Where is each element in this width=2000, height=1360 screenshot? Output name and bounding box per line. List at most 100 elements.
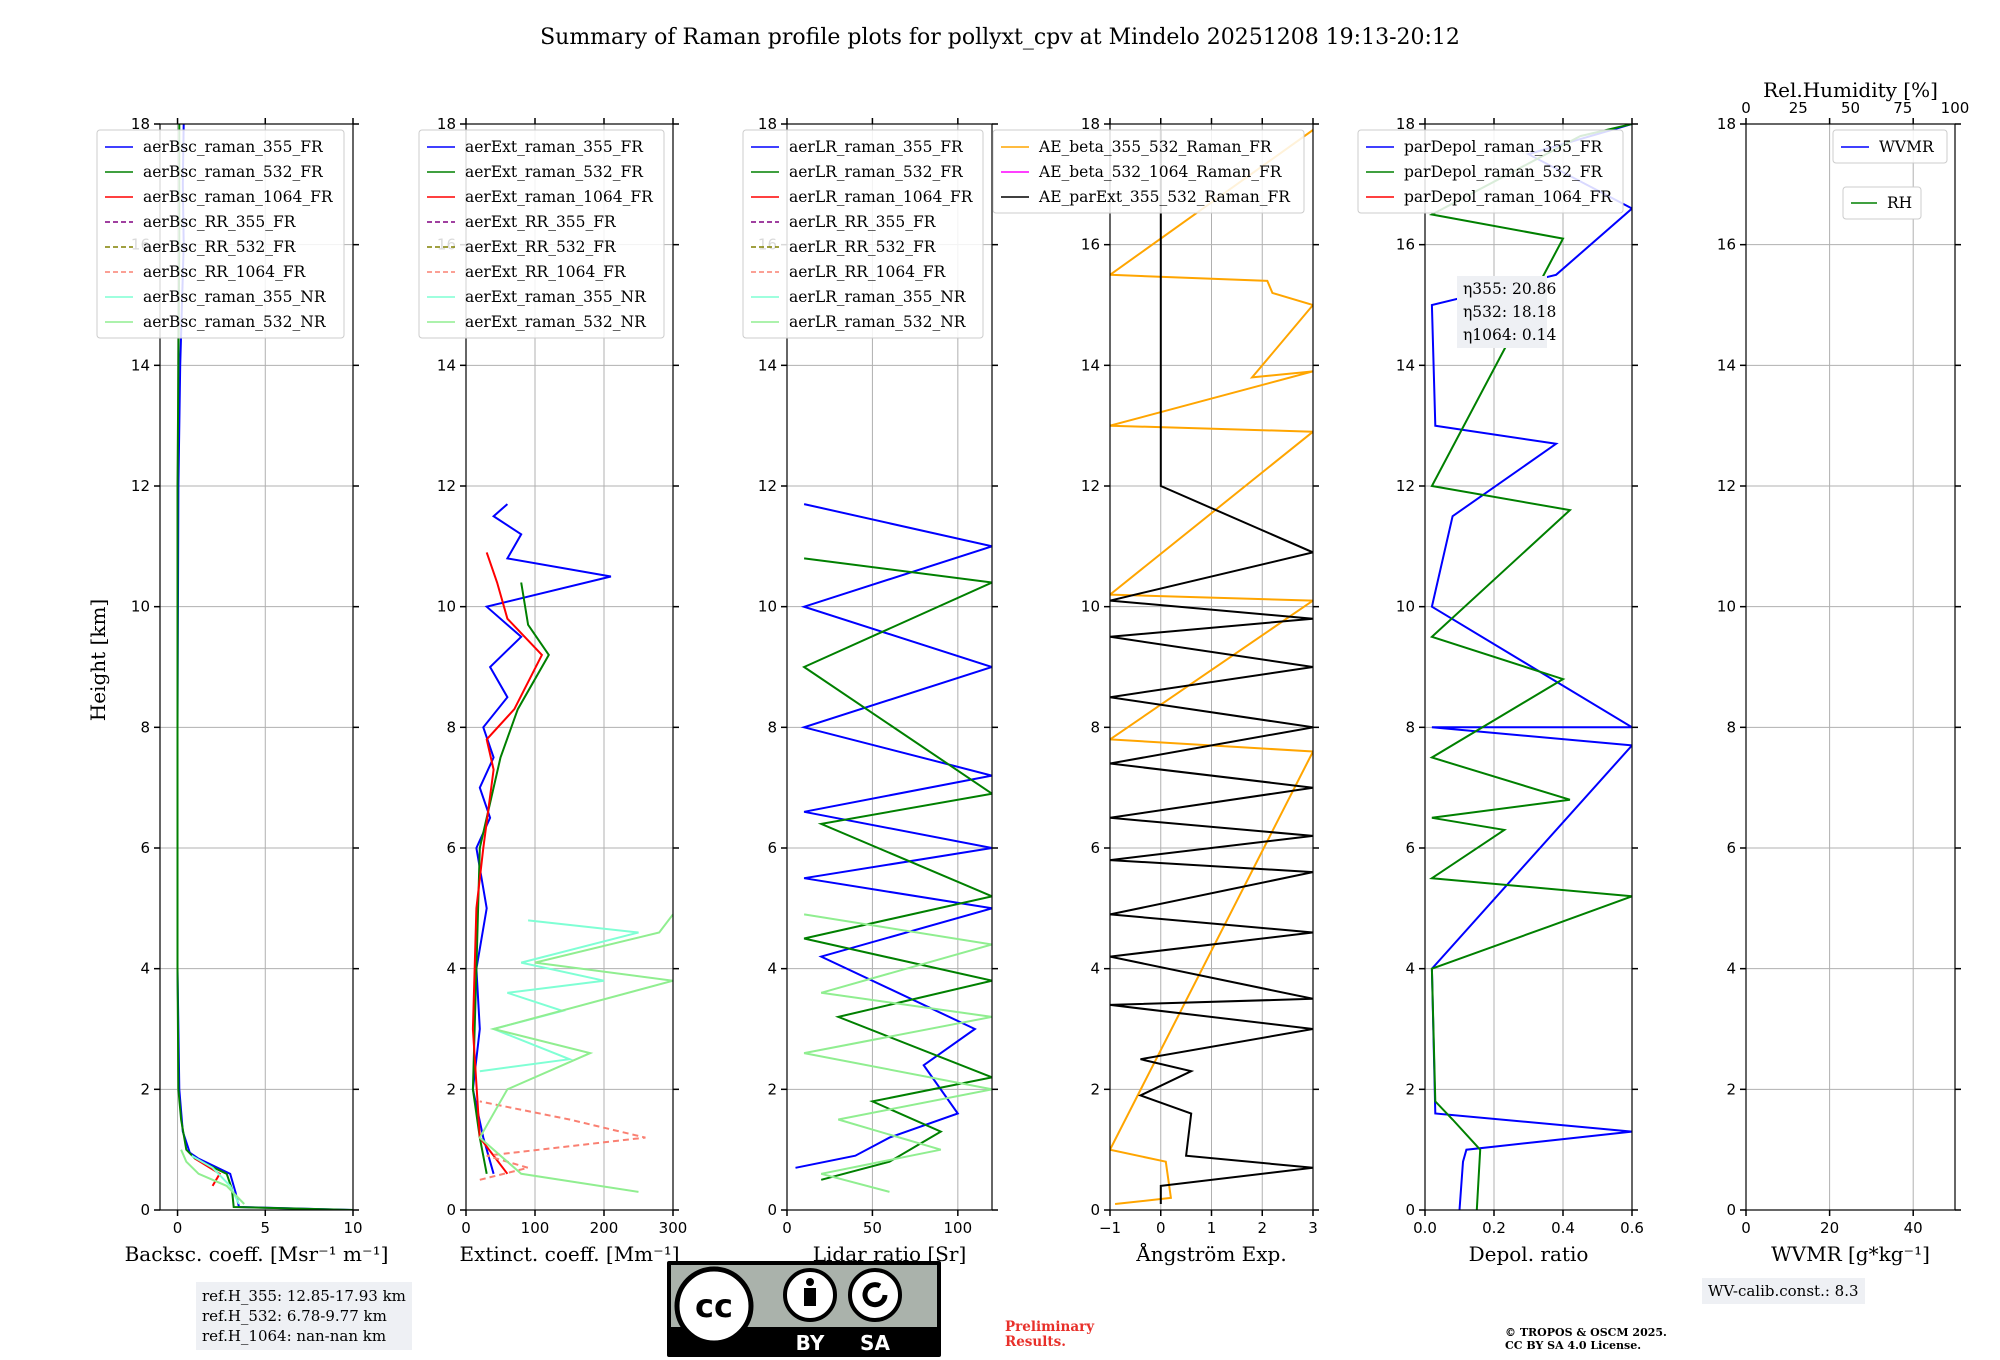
axes-frame	[465, 123, 674, 1211]
axes-frame	[1745, 123, 1956, 1211]
ref-height-1064: ref.H_1064: nan-nan km	[202, 1327, 387, 1345]
legend-entry: aerLR_RR_355_FR	[789, 213, 937, 231]
series-aerExt_raman_355_NR	[479, 919, 639, 1073]
x-axis-label: Depol. ratio	[1469, 1242, 1589, 1266]
series-aerExt_RR_1064_FR	[479, 1100, 646, 1181]
y-tick-label: 16	[1717, 236, 1736, 254]
y-tick-label: 4	[1405, 960, 1415, 978]
y-tick-label: 2	[140, 1080, 150, 1098]
svg-text:cc: cc	[695, 1287, 733, 1325]
series-aerBsc_raman_532_NR	[180, 1149, 245, 1205]
legend-entry: aerExt_raman_532_FR	[465, 163, 644, 181]
y-tick-label: 6	[1090, 839, 1100, 857]
panel-wv: 0 2 4 6 8 10 12 14 16 18 0 20 40 WVMR [g*kg⁻¹] 0 25 50 75…	[1717, 78, 1969, 1266]
y-tick-label: 8	[767, 718, 777, 736]
y-tick-label: 18	[1081, 115, 1100, 133]
eta-value: η355: 20.86	[1463, 280, 1556, 298]
series-aerExt_raman_532_NR	[478, 913, 673, 1193]
y-tick-label: 8	[446, 718, 456, 736]
legend-entry: aerBsc_raman_532_NR	[143, 313, 327, 331]
y-tick-label: 6	[767, 839, 777, 857]
y-tick-label: 12	[1717, 477, 1736, 495]
x-tick-label: 20	[1820, 1219, 1839, 1237]
legend-entry: aerBsc_raman_355_NR	[143, 288, 327, 306]
y-tick-label: 4	[140, 960, 150, 978]
x-tick-label: 0.2	[1482, 1219, 1506, 1237]
x-tick-label: 0	[461, 1219, 471, 1237]
panel-bsc: 0246810121416180510Backsc. coeff. [Msr⁻¹…	[96, 115, 388, 1266]
x-tick-label: 200	[590, 1219, 619, 1237]
legend	[1357, 129, 1624, 214]
legend-entry: aerExt_RR_1064_FR	[465, 263, 627, 281]
y-tick-label: 0	[140, 1201, 150, 1219]
y-tick-label: 6	[1726, 839, 1736, 857]
top-x-tick-label: 0	[1741, 99, 1751, 117]
y-tick-label: 4	[1090, 960, 1100, 978]
eta-value: η1064: 0.14	[1463, 326, 1557, 344]
y-tick-label: 10	[1081, 598, 1100, 616]
y-tick-label: 4	[1726, 960, 1736, 978]
panel-lr: 024681012141618050100Lidar ratio [Sr]aer…	[742, 115, 998, 1266]
x-axis-label: Ångström Exp.	[1135, 1241, 1286, 1266]
legend-entry: aerBsc_RR_532_FR	[143, 238, 297, 256]
y-tick-label: 2	[1090, 1080, 1100, 1098]
y-tick-label: 18	[758, 115, 777, 133]
series-AE_parExt_355_532_Raman_FR	[1110, 130, 1313, 1204]
panel-depol: 0 2 4 6 8 10 12 14 16 18 0.0 0.2 0.4 0.6 Depol. ratio p…	[1357, 115, 1644, 1266]
y-tick-label: 2	[767, 1080, 777, 1098]
figure-title: Summary of Raman profile plots for polly…	[540, 25, 1460, 50]
series-aerExt_raman_1064_FR	[471, 552, 544, 1175]
reference-heights-box: ref.H_355: 12.85-17.93 km ref.H_532: 6.7…	[196, 1282, 412, 1350]
y-tick-label: 16	[1396, 236, 1415, 254]
y-tick-label: 0	[1405, 1201, 1415, 1219]
series-parDepol_raman_355_FR	[1430, 124, 1632, 1210]
legend-entry: aerBsc_raman_532_FR	[143, 163, 324, 181]
legend	[1832, 129, 1948, 164]
y-tick-label: 12	[1081, 477, 1100, 495]
legend-entry: aerLR_RR_1064_FR	[789, 263, 947, 281]
x-tick-label: 300	[659, 1219, 688, 1237]
y-tick-label: 0	[446, 1201, 456, 1219]
y-tick-label: 4	[767, 960, 777, 978]
y-tick-label: 8	[140, 718, 150, 736]
y-tick-label: 6	[140, 839, 150, 857]
legend-entry: RH	[1887, 194, 1912, 212]
x-tick-label: −1	[1099, 1219, 1121, 1237]
legend-entry: aerExt_raman_355_FR	[465, 138, 644, 156]
series-AE_beta_355_532_Raman_FR	[1110, 129, 1313, 1205]
share-alike-icon	[848, 1268, 902, 1322]
top-x-tick-label: 75	[1893, 99, 1912, 117]
y-tick-label: 0	[1726, 1201, 1736, 1219]
x-axis-label: Extinct. coeff. [Mm⁻¹]	[459, 1242, 679, 1266]
x-tick-label: 0.4	[1551, 1219, 1575, 1237]
x-tick-label: 1	[1207, 1219, 1217, 1237]
x-tick-label: 5	[260, 1219, 270, 1237]
copyright-note: © TROPOS & OSCM 2025. CC BY SA 4.0 Licen…	[1505, 1326, 1667, 1352]
x-axis-label: WVMR [g*kg⁻¹]	[1771, 1242, 1930, 1266]
y-tick-label: 8	[1726, 718, 1736, 736]
x-tick-label: 100	[944, 1219, 973, 1237]
y-tick-label: 14	[1081, 356, 1100, 374]
svg-text:BY: BY	[796, 1331, 825, 1355]
x-tick-label: 50	[863, 1219, 882, 1237]
y-tick-label: 12	[131, 477, 150, 495]
axes-frame	[786, 123, 993, 1211]
x-tick-label: 100	[521, 1219, 550, 1237]
y-tick-label: 10	[758, 598, 777, 616]
y-tick-label: 2	[1405, 1080, 1415, 1098]
legend-entry: aerExt_raman_1064_FR	[465, 188, 654, 206]
legend-entry: aerExt_RR_355_FR	[465, 213, 617, 231]
y-tick-label: 12	[758, 477, 777, 495]
y-tick-label: 14	[131, 356, 150, 374]
legend-entry: aerBsc_RR_355_FR	[143, 213, 297, 231]
legend-entry: AE_beta_355_532_Raman_FR	[1038, 138, 1273, 156]
y-axis-label: Height [km]	[86, 599, 110, 721]
wv-calib-box: WV-calib.const.: 8.3	[1702, 1278, 1865, 1304]
top-x-tick-label: 100	[1941, 99, 1970, 117]
y-tick-label: 0	[767, 1201, 777, 1219]
y-tick-label: 6	[1405, 839, 1415, 857]
y-tick-label: 4	[446, 960, 456, 978]
legend-entry: aerLR_raman_355_FR	[789, 138, 964, 156]
x-tick-label: 0.6	[1620, 1219, 1644, 1237]
